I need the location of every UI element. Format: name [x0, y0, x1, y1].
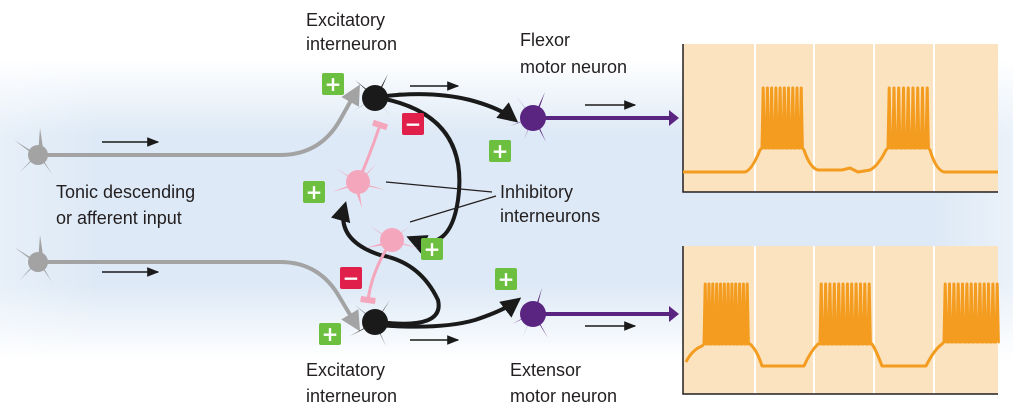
- inhibitory-sign-badge: −: [402, 113, 424, 135]
- inhibitory-sign-badge: −: [340, 267, 362, 289]
- inhibitory-label-line2: interneurons: [500, 206, 601, 226]
- extensor-label-line1: Extensor: [510, 360, 582, 380]
- flexor-label-line1: Flexor: [520, 30, 571, 50]
- excitatory-bottom-to-extensor: [377, 297, 522, 329]
- excitatory-sign-badge: +: [303, 181, 325, 203]
- tonic-label-line2: or afferent input: [56, 208, 182, 228]
- flexor-trace: [683, 86, 998, 174]
- extensor-trace-panel: [682, 246, 1000, 395]
- tonic-input-neuron-top: [14, 128, 52, 174]
- extensor-trace: [684, 282, 1000, 368]
- flexor-motor-neuron: [510, 92, 546, 142]
- inhibitory-interneuron-top: [332, 164, 386, 208]
- extensor-motor-neuron: [512, 288, 548, 338]
- excitatory-top-label-line1: Excitatory: [306, 10, 386, 30]
- excitatory-interneuron-top: [352, 74, 402, 118]
- excitatory-top-to-flexor: [377, 92, 519, 123]
- tonic-input-axon-top: [38, 84, 360, 157]
- inhibitory-pointer-line: [409, 195, 497, 223]
- inhibitory-interneuron-bottom: [366, 224, 418, 264]
- excitatory-sign-badge: +: [322, 73, 344, 95]
- tonic-label-line1: Tonic descending: [56, 182, 196, 202]
- excitatory-bottom-to-inhibitory-top: [330, 201, 441, 326]
- excitatory-sign-badge: +: [489, 140, 511, 162]
- tonic-input-neuron-bottom: [14, 235, 52, 282]
- excitatory-top-label-line2: interneuron: [306, 34, 398, 54]
- excitatory-sign-badge: +: [421, 238, 443, 260]
- excitatory-interneuron-bottom: [350, 300, 402, 346]
- excitatory-bottom-label-line1: Excitatory: [306, 360, 386, 380]
- tonic-input-axon-bottom: [38, 260, 361, 332]
- flexor-trace-panel: [682, 44, 998, 193]
- excitatory-bottom-label-line2: interneuron: [306, 386, 398, 406]
- excitatory-sign-badge: +: [319, 323, 341, 345]
- flexor-label-line2: motor neuron: [520, 57, 628, 77]
- extensor-label-line2: motor neuron: [510, 386, 618, 406]
- excitatory-sign-badge: +: [495, 268, 517, 290]
- inhibitory-label-line1: Inhibitory: [500, 182, 574, 202]
- inhibitory-pointer-line: [385, 181, 493, 193]
